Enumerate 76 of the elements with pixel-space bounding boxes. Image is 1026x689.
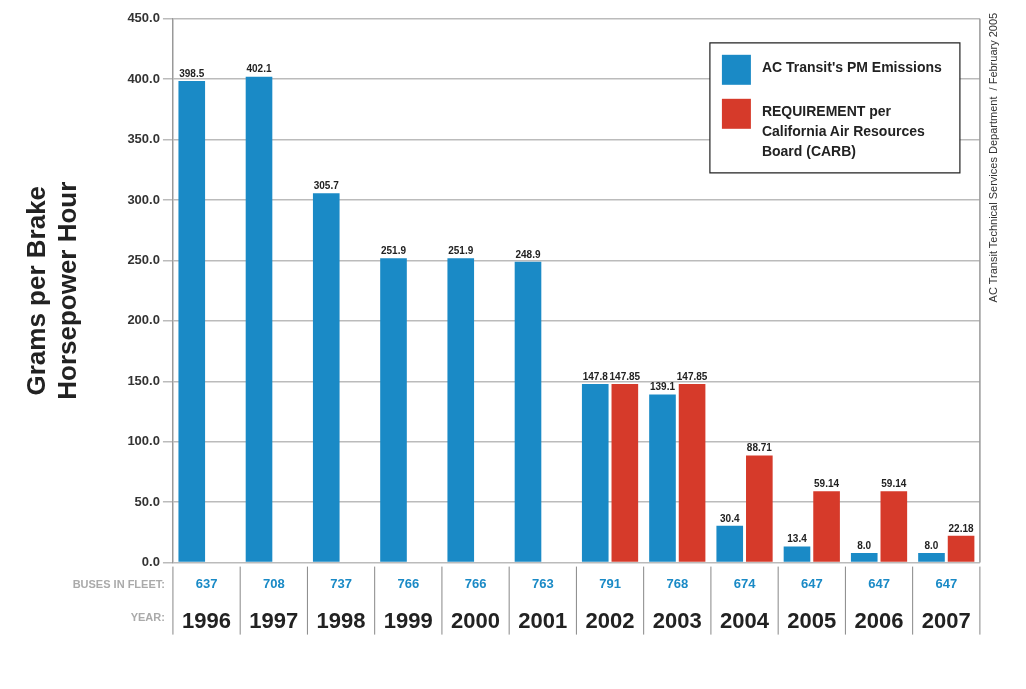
bar [850,552,878,562]
text: 647 [935,576,958,592]
data-label: 398.5 [179,67,205,79]
bar [880,491,908,562]
y-tick-label: 450.0 [127,10,160,26]
x-tick-label: 2003 [652,607,702,633]
data-label: 402.1 [246,63,272,75]
text: 791 [599,576,621,592]
bar [245,76,273,562]
y-tick-label: 50.0 [134,493,160,509]
data-label: 30.4 [720,512,740,524]
data-label: 139.1 [649,381,676,393]
bar [813,491,840,562]
y-tick-label: 400.0 [127,70,160,86]
data-label: 59.14 [814,477,840,489]
data-label: 147.85 [676,370,708,382]
data-label: 13.4 [787,533,808,545]
x-tick-label: 2000 [451,607,501,633]
y-tick-label: 150.0 [127,372,160,388]
bar [947,535,975,562]
text: 674 [733,576,757,592]
y-tick-label: 0.0 [141,554,160,570]
y-axis-title: Grams per Brake Horsepower Hour [20,181,82,400]
text: 766 [464,576,487,592]
x-tick-label: 1999 [383,607,433,633]
data-label: 8.0 [857,539,872,551]
legend-label: AC Transit's PM Emissions [761,58,943,75]
bar [783,546,811,562]
bar [611,383,639,562]
text: 766 [397,576,420,592]
data-label: 248.9 [515,248,541,260]
y-tick-label: 350.0 [127,131,160,147]
x-tick-label: 1998 [316,607,366,633]
y-tick-label: 300.0 [127,191,160,207]
text: 763 [531,576,554,592]
bar [514,261,542,562]
text: BUSES IN FLEET: [72,577,165,590]
bar [178,81,206,562]
x-tick-label: 2006 [854,607,904,633]
bar [380,258,407,562]
bar [746,455,773,562]
x-tick-label: 2004 [720,607,770,633]
data-label: 147.85 [609,370,641,382]
text: 708 [262,576,285,592]
data-label: 147.8 [582,370,609,382]
data-label: 59.14 [881,477,907,489]
x-tick-label: 2001 [518,607,568,633]
x-tick-label: 2005 [787,607,837,633]
x-tick-label: 2007 [921,607,971,633]
x-axis-title: YEAR: [130,610,165,623]
y-tick-label: 250.0 [127,252,160,268]
bar [716,525,744,562]
bar [447,258,475,562]
x-tick-label: 2002 [585,607,635,633]
text: 647 [800,576,823,592]
text: 737 [330,576,352,592]
text: 637 [195,576,218,592]
y-tick-label: 200.0 [127,312,160,328]
data-label: 251.9 [380,244,407,256]
legend-label: REQUIREMENT per California Air Resources Board (CARB) [761,102,925,159]
text: 647 [868,576,890,592]
x-tick-label: 1997 [249,607,299,633]
bar [581,383,609,562]
x-tick-label: 1996 [182,607,232,633]
y-tick-label: 100.0 [127,433,160,449]
bar [312,193,340,562]
bar [918,552,945,562]
data-label: 8.0 [924,539,939,551]
bar [678,383,706,562]
data-label: 305.7 [313,179,340,191]
bar [649,394,676,562]
text: 768 [666,576,689,592]
data-label: 88.71 [746,442,773,454]
data-label: 22.18 [948,522,975,534]
data-label: 251.9 [448,244,474,256]
text: AC Transit Technical Services Department / February 2005 [986,12,999,303]
